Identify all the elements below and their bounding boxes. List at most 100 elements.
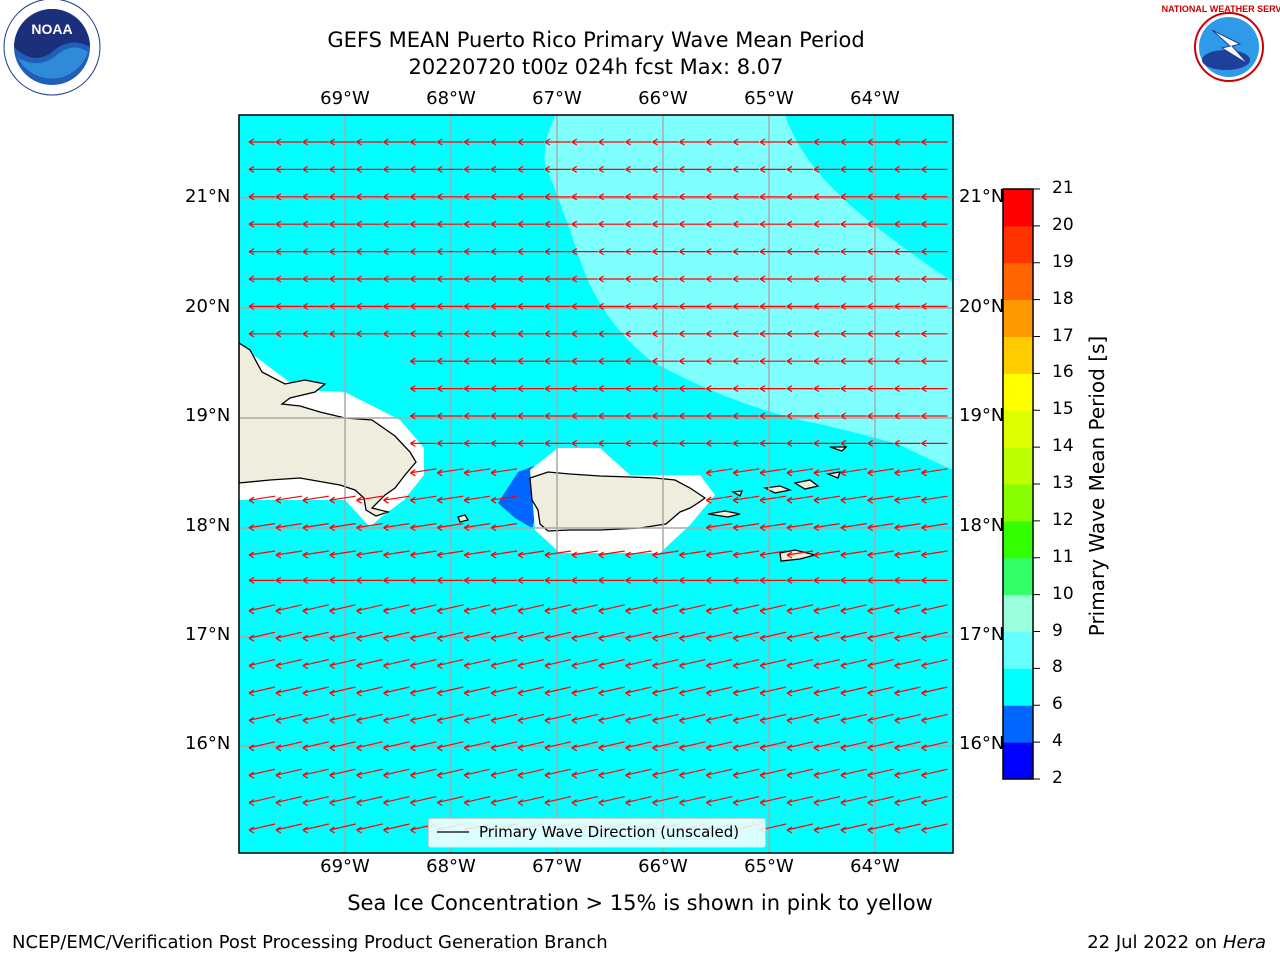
- wave-arrow: [813, 138, 840, 146]
- colorbar-block: [1003, 373, 1033, 411]
- wave-arrow: [571, 138, 598, 146]
- wave-arrow: [732, 713, 760, 724]
- wave-arrow: [571, 330, 598, 338]
- wave-arrow: [571, 741, 598, 752]
- wave-arrow: [410, 495, 437, 504]
- wave-arrow: [517, 220, 544, 228]
- lon-label-bottom: 68°W: [426, 856, 476, 877]
- st-croix-island: [779, 549, 818, 562]
- wave-arrow: [571, 796, 598, 807]
- wave-arrow: [544, 138, 571, 146]
- vieques-island: [707, 510, 741, 518]
- wave-arrow: [921, 275, 948, 283]
- wave-arrow: [436, 385, 464, 393]
- wave-arrow: [598, 412, 625, 420]
- wave-arrow: [410, 302, 437, 310]
- longer-period-region: [544, 115, 953, 470]
- lon-label-bottom: 65°W: [744, 856, 794, 877]
- wave-arrow: [302, 523, 329, 532]
- wave-arrow: [436, 550, 464, 559]
- wave-arrow: [517, 768, 545, 779]
- wave-arrow: [840, 302, 867, 310]
- wave-arrow: [544, 357, 571, 365]
- wave-arrow: [813, 302, 840, 310]
- wave-arrow: [867, 220, 894, 228]
- wave-arrow: [894, 193, 921, 201]
- wave-arrow: [598, 165, 625, 173]
- wave-arrow: [705, 385, 733, 393]
- wave-arrow: [652, 659, 679, 670]
- wave-arrow: [490, 523, 518, 532]
- wave-arrow: [248, 275, 275, 283]
- colorbar-block: [1003, 668, 1033, 706]
- colorbar-tick-label: 18: [1052, 288, 1074, 309]
- wave-arrow: [813, 357, 840, 365]
- wave-arrow: [329, 713, 356, 724]
- wave-arrow: [732, 412, 760, 420]
- wave-arrow: [867, 631, 894, 642]
- wave-arrow: [571, 631, 598, 642]
- wave-arrow: [463, 275, 491, 283]
- wave-arrow: [679, 576, 706, 584]
- wave-arrow: [894, 659, 921, 670]
- wave-arrow: [867, 768, 894, 779]
- wave-arrow: [383, 302, 410, 310]
- wave-arrow: [679, 220, 706, 228]
- wave-arrow: [759, 468, 787, 477]
- lat-label-right: 21°N: [959, 186, 1005, 207]
- colorbar-block: [1003, 484, 1033, 522]
- wave-arrow: [598, 631, 625, 642]
- wave-arrow: [705, 495, 733, 504]
- wave-arrow: [356, 768, 383, 779]
- wave-arrow: [356, 275, 383, 283]
- wave-arrow: [921, 550, 948, 559]
- colorbar-block: [1003, 520, 1033, 559]
- wave-arrow: [813, 193, 840, 201]
- wave-arrow: [544, 741, 572, 752]
- wave-arrow: [679, 330, 706, 338]
- wave-arrow: [490, 275, 518, 283]
- wave-arrow: [598, 193, 625, 201]
- wave-arrow: [248, 713, 276, 724]
- wave-arrow: [894, 165, 921, 173]
- wave-arrow: [840, 220, 867, 228]
- wave-arrow: [356, 495, 383, 504]
- wave-arrow: [921, 768, 948, 779]
- wave-arrow: [329, 823, 356, 834]
- wave-arrow: [894, 468, 921, 477]
- wave-arrow: [463, 439, 491, 447]
- wave-arrow: [463, 741, 491, 752]
- wave-arrow: [410, 550, 437, 559]
- wave-arrow: [652, 631, 679, 642]
- wave-arrow: [786, 823, 814, 834]
- wave-arrow: [867, 495, 894, 504]
- wave-arrow: [302, 576, 329, 584]
- wave-arrow: [436, 248, 464, 256]
- wave-arrow: [625, 193, 652, 201]
- wave-arrow: [410, 412, 437, 420]
- wave-arrow: [786, 248, 813, 256]
- wave-arrow: [894, 823, 921, 834]
- wave-arrow: [517, 550, 545, 559]
- wave-arrow: [329, 330, 356, 338]
- wave-arrow: [436, 631, 464, 642]
- wave-arrow: [517, 686, 545, 697]
- wave-arrow: [759, 686, 787, 697]
- wave-arrow: [571, 439, 598, 447]
- wave-arrow: [786, 713, 814, 724]
- wave-arrow: [329, 741, 356, 752]
- wave-arrow: [625, 741, 652, 752]
- colorbar-tick-label: 10: [1052, 583, 1074, 604]
- wave-arrow: [463, 659, 491, 670]
- wave-arrow: [302, 220, 329, 228]
- wave-arrow: [383, 713, 410, 724]
- wave-arrow: [302, 495, 329, 504]
- wave-arrow: [275, 713, 303, 724]
- wave-arrow: [625, 220, 652, 228]
- wave-arrow: [517, 165, 544, 173]
- map-legend-label: Primary Wave Direction (unscaled): [479, 823, 740, 841]
- wave-arrow: [867, 741, 894, 752]
- wave-arrow: [410, 713, 437, 724]
- wave-arrow: [705, 468, 733, 477]
